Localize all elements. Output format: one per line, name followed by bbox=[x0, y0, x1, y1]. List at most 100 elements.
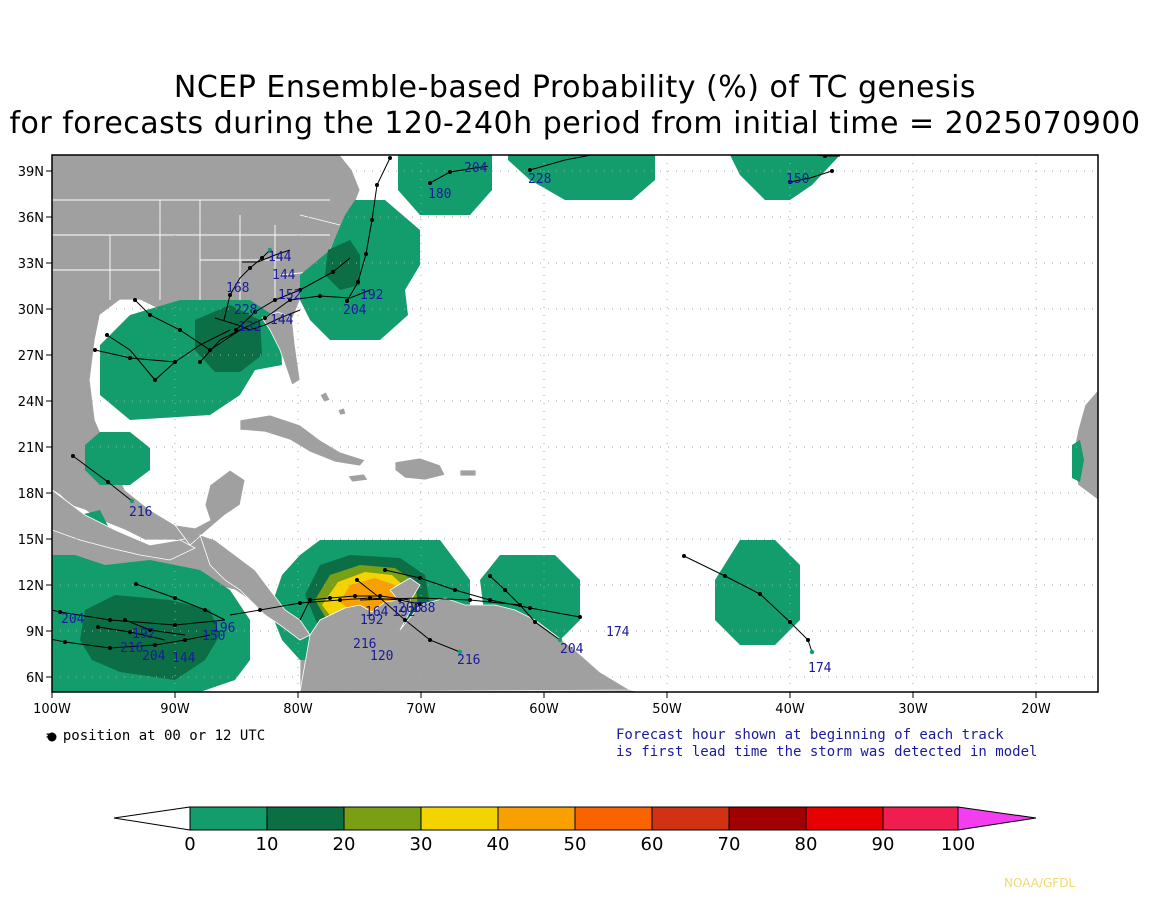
track-label: 144 bbox=[272, 268, 296, 283]
track-label: 192 bbox=[132, 627, 155, 642]
track-label: 152 bbox=[278, 288, 301, 303]
lat-label: 36N bbox=[18, 211, 44, 226]
land-jamaica bbox=[347, 473, 369, 483]
chart-title-line2: for forecasts during the 120-240h period… bbox=[9, 106, 1141, 141]
colorbar-segment bbox=[651, 806, 730, 831]
land-bahamas bbox=[319, 391, 347, 416]
track-label: 204 bbox=[343, 303, 367, 318]
colorbar-segment bbox=[574, 806, 653, 831]
colorbar-tick: 20 bbox=[333, 834, 356, 855]
lon-label: 60W bbox=[529, 702, 559, 717]
track-label: 192 bbox=[360, 613, 383, 628]
map-frame bbox=[51, 154, 1099, 693]
forecast-note-line1: Forecast hour shown at beginning of each… bbox=[616, 727, 1004, 743]
lat-label: 27N bbox=[18, 349, 44, 364]
track-label: 204 bbox=[142, 649, 166, 664]
track-label: 180 bbox=[428, 187, 451, 202]
lat-label: 6N bbox=[26, 671, 44, 686]
track-label: 216 bbox=[457, 653, 480, 668]
colorbar-tick: 90 bbox=[872, 834, 895, 855]
track-start-points bbox=[129, 163, 815, 655]
longitude-labels: 100W 90W 80W 70W 60W 50W 40W 30W 20W bbox=[33, 702, 1051, 717]
colorbar-segment bbox=[497, 806, 576, 831]
colorbar-segment bbox=[189, 806, 268, 831]
lon-label: 100W bbox=[33, 702, 71, 717]
land-florida bbox=[261, 311, 301, 386]
colorbar bbox=[113, 806, 1037, 831]
land-puerto-rico bbox=[459, 469, 477, 477]
credit-text: NOAA/GFDL bbox=[1004, 876, 1076, 890]
track-label: 164 bbox=[365, 605, 389, 620]
track-label: 228 bbox=[528, 172, 551, 187]
lat-label: 12N bbox=[18, 579, 44, 594]
track-label: 168 bbox=[226, 281, 249, 296]
position-legend-text: = position at 00 or 12 UTC bbox=[46, 728, 266, 744]
track-labels: 180 204 228 150 144 144 168 152 144 132 … bbox=[61, 161, 832, 676]
lon-label: 70W bbox=[406, 702, 436, 717]
track-label: 144 bbox=[268, 250, 292, 265]
colorbar-tick: 40 bbox=[487, 834, 510, 855]
lon-label: 90W bbox=[160, 702, 190, 717]
track-label: 120 bbox=[370, 649, 393, 664]
lat-label: 39N bbox=[18, 165, 44, 180]
track-label: 204 bbox=[560, 642, 584, 657]
track-label: 150 bbox=[786, 172, 809, 187]
land-central-isthmus bbox=[199, 534, 311, 641]
colorbar-tick: 10 bbox=[256, 834, 279, 855]
storm-positions bbox=[58, 155, 834, 650]
track-label: 216 bbox=[353, 637, 376, 652]
axis-ticks bbox=[46, 170, 1037, 698]
colorbar-tick: 80 bbox=[795, 834, 818, 855]
track-label: 144 bbox=[270, 313, 294, 328]
lat-label: 9N bbox=[26, 625, 44, 640]
colorbar-tick: 50 bbox=[564, 834, 587, 855]
lon-label: 40W bbox=[775, 702, 805, 717]
colorbar-over-arrow bbox=[957, 806, 1037, 831]
track-label: 204 bbox=[464, 161, 488, 176]
land-colombia-venezuela bbox=[299, 591, 632, 692]
land-yucatan bbox=[174, 469, 246, 546]
track-label: 174 bbox=[808, 661, 832, 676]
colorbar-segment bbox=[728, 806, 807, 831]
position-dot-icon bbox=[47, 732, 57, 742]
map-content: 180 204 228 150 144 144 168 152 144 132 … bbox=[52, 155, 1098, 692]
land-overlays bbox=[52, 311, 632, 692]
forecast-note-line2: is first lead time the storm was detecte… bbox=[616, 744, 1038, 760]
colorbar-tick: 100 bbox=[941, 834, 975, 855]
latitude-labels: 39N 36N 33N 30N 27N 24N 21N 18N 15N 12N … bbox=[18, 165, 44, 686]
colorbar-under-arrow bbox=[113, 806, 191, 831]
track-label: 192 bbox=[392, 605, 415, 620]
colorbar-tick: 30 bbox=[410, 834, 433, 855]
colorbar-segment bbox=[420, 806, 499, 831]
track-label: 144 bbox=[172, 651, 196, 666]
lat-label: 30N bbox=[18, 303, 44, 318]
lon-label: 80W bbox=[283, 702, 313, 717]
colorbar-tick: 0 bbox=[184, 834, 195, 855]
lon-label: 20W bbox=[1021, 702, 1051, 717]
colorbar-segment bbox=[882, 806, 959, 831]
colorbar-labels: 0 10 20 30 40 50 60 70 80 90 100 bbox=[184, 834, 975, 855]
colorbar-segment bbox=[805, 806, 884, 831]
track-label: 132 bbox=[238, 320, 261, 335]
track-label: 188 bbox=[412, 601, 435, 616]
land-mexico-pacific bbox=[52, 489, 196, 561]
colorbar-segment bbox=[266, 806, 345, 831]
track-label: 174 bbox=[606, 625, 630, 640]
track-label: 206 bbox=[398, 601, 421, 616]
track-label: 228 bbox=[234, 303, 257, 318]
lat-label: 21N bbox=[18, 441, 44, 456]
chart-title-line1: NCEP Ensemble-based Probability (%) of T… bbox=[173, 70, 977, 105]
lon-label: 50W bbox=[652, 702, 682, 717]
land-hispaniola bbox=[394, 457, 446, 481]
colorbar-tick: 60 bbox=[641, 834, 664, 855]
track-label: 216 bbox=[129, 505, 152, 520]
lat-label: 18N bbox=[18, 487, 44, 502]
track-label: 192 bbox=[360, 288, 383, 303]
lon-label: 30W bbox=[898, 702, 928, 717]
lat-label: 24N bbox=[18, 395, 44, 410]
lat-label: 15N bbox=[18, 533, 44, 548]
colorbar-segment bbox=[343, 806, 422, 831]
track-label: 204 bbox=[61, 612, 85, 627]
track-label: 196 bbox=[212, 621, 235, 636]
